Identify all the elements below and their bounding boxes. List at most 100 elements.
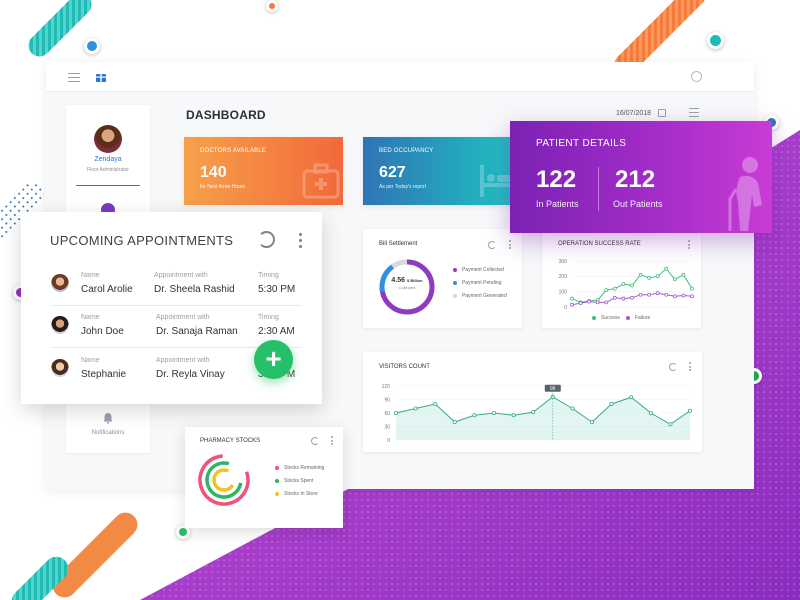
sidebar-item-notifications[interactable]: Notifications <box>91 430 125 436</box>
op-legend-success-label: Success <box>601 315 620 321</box>
op-legend-failure-label: Failure <box>635 315 651 321</box>
more-icon[interactable] <box>331 436 333 447</box>
appointment-time: 5:30 PM <box>258 284 296 295</box>
table-row[interactable]: Name John Doe Appointment with Dr. Sanaj… <box>21 306 322 348</box>
bill-legend-collected: Payment Collected <box>453 267 504 273</box>
doctors-label: DOCTORS AVAILABLE <box>200 148 267 154</box>
data-point <box>491 411 496 416</box>
table-row[interactable]: Name Carol Arolie Appointment with Dr. S… <box>21 264 322 306</box>
timing-caption: Timing <box>258 272 279 279</box>
user-role: Floor Administrator <box>87 167 129 173</box>
name-caption: Name <box>81 314 100 321</box>
pharmacy-rings <box>198 454 250 506</box>
data-point <box>638 272 643 277</box>
y-tick-label: 0 <box>387 438 390 444</box>
data-point <box>638 292 643 297</box>
active-indicator <box>76 185 140 186</box>
calendar-icon[interactable] <box>658 109 666 117</box>
data-point <box>570 302 574 307</box>
with-caption: Appointment with <box>156 357 210 364</box>
data-point <box>413 406 418 411</box>
avatar[interactable] <box>94 125 122 153</box>
pharm-legend-remaining: Stocks Remaining <box>275 465 324 471</box>
data-point <box>570 296 574 301</box>
bill-legend-collected-label: Payment Collected <box>462 267 504 273</box>
data-point <box>690 286 694 291</box>
ring-remaining <box>198 454 250 506</box>
divider <box>598 167 599 211</box>
menu-icon[interactable] <box>68 73 80 85</box>
operation-success-panel: Operation Success Rate 300 200 100 0 Succes… <box>542 229 701 328</box>
refresh-icon[interactable] <box>258 231 275 248</box>
data-point <box>655 291 660 296</box>
data-point <box>672 277 677 282</box>
refresh-icon[interactable] <box>311 437 319 445</box>
pharmacy-stocks-panel: Pharmacy Stocks Stocks Remaining Stocks … <box>185 427 343 528</box>
more-icon[interactable] <box>688 240 690 251</box>
name-caption: Name <box>81 272 100 279</box>
ring-spent <box>205 461 243 499</box>
blue-dot <box>84 38 100 54</box>
doctor-name: Dr. Sheela Rashid <box>154 284 235 295</box>
pharm-legend-spent-label: Stocks Spent <box>284 478 314 484</box>
data-point <box>681 272 686 277</box>
legend-dot <box>453 267 457 272</box>
user-name: Zendaya <box>94 156 122 163</box>
filter-icon[interactable] <box>689 108 699 118</box>
operation-chart: 300 200 100 0 <box>559 259 694 311</box>
y-tick-label: 0 <box>564 305 567 311</box>
divider <box>51 347 302 348</box>
name-caption: Name <box>81 357 100 364</box>
avatar <box>51 316 69 334</box>
data-point <box>681 293 686 298</box>
elderly-person-icon <box>728 157 762 231</box>
data-point <box>612 295 617 300</box>
y-tick-label: 300 <box>559 259 568 265</box>
doctor-name: Dr. Sanaja Raman <box>156 326 238 337</box>
refresh-icon[interactable] <box>488 241 496 249</box>
legend-dot <box>275 465 279 470</box>
beds-label: BED OCCUPANCY <box>379 148 434 154</box>
data-point <box>664 292 669 297</box>
data-point <box>511 413 516 418</box>
data-point <box>531 410 536 415</box>
more-icon[interactable] <box>299 233 302 251</box>
bill-title: Bill Settlement <box>379 241 418 247</box>
data-point <box>587 299 592 304</box>
doctors-available-card[interactable]: DOCTORS AVAILABLE 140 for Next three Hou… <box>184 137 343 205</box>
data-point <box>668 422 673 427</box>
bill-center-label: Collected <box>398 285 416 290</box>
data-point <box>612 286 617 291</box>
data-point <box>687 408 692 413</box>
y-tick-label: 30 <box>384 424 390 430</box>
bill-center-unit: $ Billion <box>407 278 423 283</box>
bill-legend-pending-label: Payment Pending <box>462 280 502 286</box>
search-icon[interactable] <box>691 71 702 82</box>
data-point <box>609 401 614 406</box>
patient-details-title: PATIENT DETAILS <box>536 138 627 149</box>
bill-donut <box>379 259 435 315</box>
legend-dot <box>453 293 457 298</box>
refresh-icon[interactable] <box>669 363 677 371</box>
patient-name: John Doe <box>81 326 124 337</box>
more-icon[interactable] <box>509 240 511 251</box>
bell-icon[interactable] <box>102 412 114 424</box>
more-icon[interactable] <box>689 362 691 373</box>
divider <box>51 305 302 306</box>
data-point <box>629 395 634 400</box>
tooltip-box <box>544 384 561 392</box>
data-point <box>393 411 398 416</box>
bill-center: 4.56 $ Billion Collected <box>377 277 437 290</box>
bed-occupancy-card[interactable]: BED OCCUPANCY 627 As per Today's report <box>363 137 523 205</box>
top-bar <box>46 62 754 92</box>
data-point <box>472 413 477 418</box>
add-appointment-button[interactable]: + <box>254 340 293 379</box>
patient-details-card[interactable]: PATIENT DETAILS 122 In Patients 212 Out … <box>510 121 772 233</box>
data-point <box>433 401 438 406</box>
in-patients-label: In Patients <box>536 199 579 209</box>
apps-icon[interactable] <box>96 71 106 82</box>
bill-settlement-panel: Bill Settlement 4.56 $ Billion Collected… <box>363 229 522 328</box>
visitors-count-panel: Visitors Count 120 90 60 30 0 96 <box>363 352 702 452</box>
data-point <box>621 282 626 286</box>
data-point <box>621 296 626 301</box>
